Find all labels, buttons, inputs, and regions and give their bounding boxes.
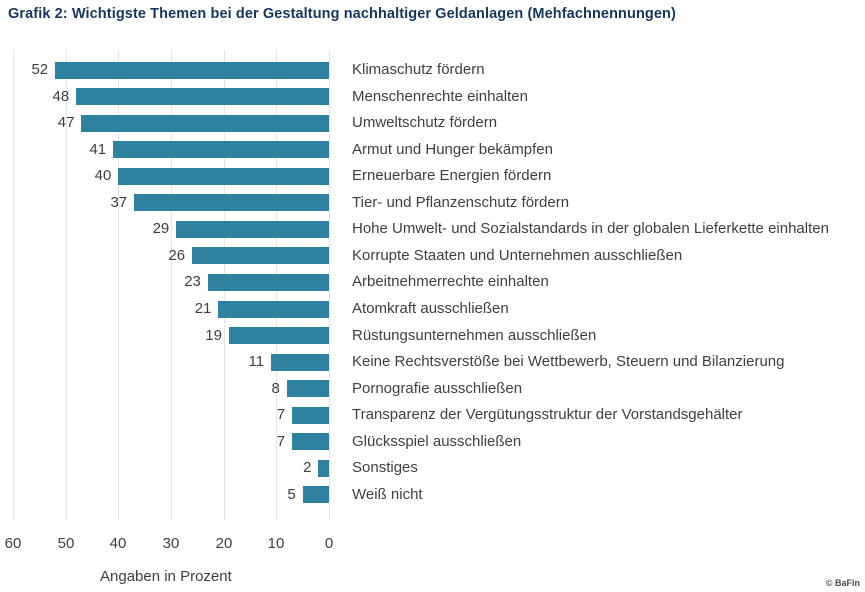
x-tick-label: 30: [162, 535, 180, 552]
bar: [207, 273, 329, 291]
x-tick-label: 0: [324, 535, 334, 552]
bar: [271, 353, 329, 371]
category-label: Rüstungsunternehmen ausschließen: [352, 326, 597, 344]
bar-value-label: 7: [276, 432, 286, 450]
bar: [292, 433, 329, 451]
bar: [302, 486, 329, 504]
bar-value-label: 40: [94, 167, 112, 185]
bar: [292, 406, 329, 424]
category-label: Armut und Hunger bekämpfen: [352, 140, 553, 158]
bar-value-label: 23: [184, 273, 201, 291]
x-tick-label: 40: [109, 535, 127, 552]
category-label: Klimaschutz fördern: [352, 61, 485, 78]
bar-value-label: 11: [248, 353, 265, 371]
bar: [113, 141, 329, 159]
bar-value-label: 21: [194, 300, 212, 318]
x-tick-label: 20: [215, 535, 233, 552]
category-label: Glücksspiel ausschließen: [352, 432, 522, 450]
bar: [134, 194, 329, 212]
gridline: [171, 50, 172, 520]
bar: [176, 220, 329, 238]
bar: [286, 380, 329, 398]
category-label: Transparenz der Vergütungsstruktur der V…: [352, 406, 743, 424]
gridline: [118, 50, 119, 520]
category-label: Hohe Umwelt- und Sozialstandards in der …: [352, 220, 829, 238]
bar-value-label: 19: [205, 326, 222, 344]
bar-value-label: 48: [52, 87, 70, 105]
bar-value-label: 41: [89, 140, 107, 158]
x-axis-label: Angaben in Prozent: [100, 568, 232, 585]
category-label: Umweltschutz fördern: [352, 114, 498, 132]
category-label: Erneuerbare Energien fördern: [352, 167, 552, 185]
category-label: Tier- und Pflanzenschutz fördern: [352, 193, 570, 211]
bar-value-label: 7: [276, 406, 286, 424]
category-label: Keine Rechtsverstöße bei Wettbewerb, Ste…: [352, 353, 785, 371]
bar: [118, 167, 329, 185]
bar: [192, 247, 329, 265]
category-label: Weiß nicht: [352, 485, 423, 503]
x-tick-label: 50: [57, 535, 75, 552]
gridline: [13, 50, 14, 520]
bar-value-label: 2: [303, 459, 312, 477]
bar: [76, 88, 329, 106]
bar-value-label: 5: [287, 485, 296, 503]
category-label: Arbeitnehmerrechte einhalten: [352, 273, 549, 291]
category-label: Menschenrechte einhalten: [352, 87, 528, 105]
category-label: Pornografie ausschließen: [352, 379, 523, 397]
bar-value-label: 37: [110, 193, 128, 211]
gridline: [329, 50, 330, 520]
bar-value-label: 29: [152, 220, 170, 238]
bar: [81, 114, 329, 132]
bar: [55, 61, 329, 79]
bar-value-label: 8: [271, 379, 280, 397]
bar-value-label: 47: [57, 114, 75, 132]
category-label: Korrupte Staaten und Unternehmen ausschl…: [352, 246, 683, 264]
x-tick-label: 60: [4, 535, 22, 552]
bafin-copyright-logo: © BaFin: [825, 578, 860, 588]
x-tick-label: 10: [267, 535, 285, 552]
bar-value-label: 26: [168, 246, 186, 264]
bar: [318, 459, 329, 477]
bar: [228, 327, 329, 345]
chart-title: Grafik 2: Wichtigste Themen bei der Gest…: [8, 6, 676, 22]
bar-value-label: 52: [31, 61, 49, 78]
gridline: [66, 50, 67, 520]
category-label: Atomkraft ausschließen: [352, 300, 509, 318]
category-label: Sonstiges: [352, 459, 418, 477]
bar: [218, 300, 329, 318]
